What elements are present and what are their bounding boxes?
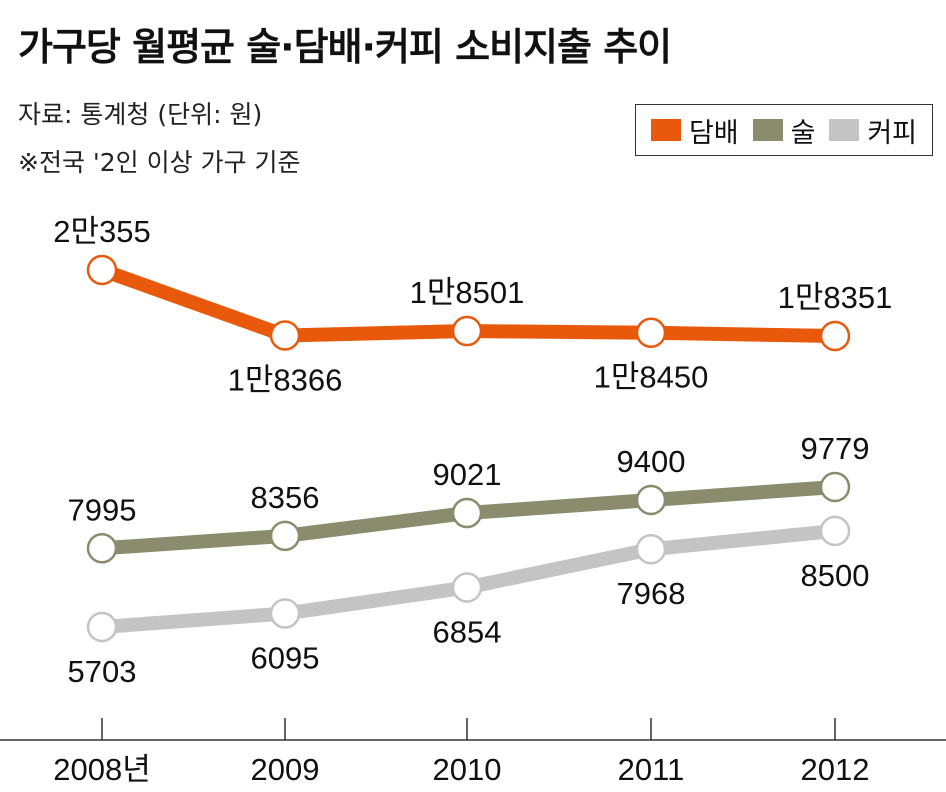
data-label-alcohol: 9779 <box>801 431 870 466</box>
data-point-alcohol <box>635 484 667 516</box>
data-label-alcohol: 9400 <box>617 444 686 479</box>
data-point-alcohol <box>451 497 483 529</box>
chart-title: 가구당 월평균 술·담배·커피 소비지출 추이 <box>18 25 672 69</box>
data-label-tobacco: 1만8366 <box>228 363 343 398</box>
x-axis-tick-label: 2010 <box>433 752 502 787</box>
data-point-alcohol <box>269 520 301 552</box>
legend-item-coffee: 커피 <box>829 111 917 150</box>
x-axis-tick-label: 2011 <box>618 752 685 787</box>
data-label-coffee: 6854 <box>433 614 502 649</box>
data-point-tobacco <box>635 317 667 348</box>
data-point-coffee <box>269 598 301 629</box>
data-point-coffee <box>86 611 118 643</box>
data-label-tobacco: 1만8351 <box>778 280 893 315</box>
x-axis-tick-label: 2008년 <box>53 752 150 787</box>
x-axis-tick-label: 2012 <box>801 752 870 787</box>
legend-item-tobacco: 담배 <box>650 111 739 150</box>
data-point-tobacco <box>451 315 483 347</box>
data-point-alcohol <box>86 533 118 564</box>
legend: 담배 술 커피 <box>635 104 933 156</box>
data-point-tobacco <box>86 254 118 286</box>
basis-note: ※전국 '2인 이상 가구 기준 <box>18 148 301 177</box>
data-point-coffee <box>819 515 851 547</box>
legend-label-alcohol: 술 <box>790 117 816 149</box>
data-label-alcohol: 8356 <box>251 480 320 515</box>
legend-swatch-alcohol <box>752 119 783 141</box>
data-label-coffee: 5703 <box>68 654 137 689</box>
legend-swatch-tobacco <box>650 119 681 141</box>
data-label-coffee: 8500 <box>801 558 870 593</box>
data-label-coffee: 7968 <box>617 576 686 611</box>
data-point-coffee <box>451 572 483 603</box>
data-point-tobacco <box>819 320 851 352</box>
source-note: 자료: 통계청 (단위: 원) <box>18 100 263 129</box>
legend-label-tobacco: 담배 <box>688 117 739 149</box>
legend-label-coffee: 커피 <box>867 117 918 149</box>
x-axis-tick-label: 2009 <box>251 752 320 787</box>
data-point-coffee <box>635 533 667 565</box>
legend-item-alcohol: 술 <box>752 111 816 150</box>
data-label-coffee: 6095 <box>251 641 320 676</box>
data-label-alcohol: 9021 <box>433 457 502 492</box>
data-label-tobacco: 2만355 <box>53 214 150 249</box>
data-label-tobacco: 1만8450 <box>594 360 709 395</box>
data-label-tobacco: 1만8501 <box>410 275 525 310</box>
data-point-tobacco <box>269 320 301 351</box>
data-label-alcohol: 7995 <box>68 492 137 527</box>
data-point-alcohol <box>819 471 851 503</box>
legend-swatch-coffee <box>829 119 860 141</box>
